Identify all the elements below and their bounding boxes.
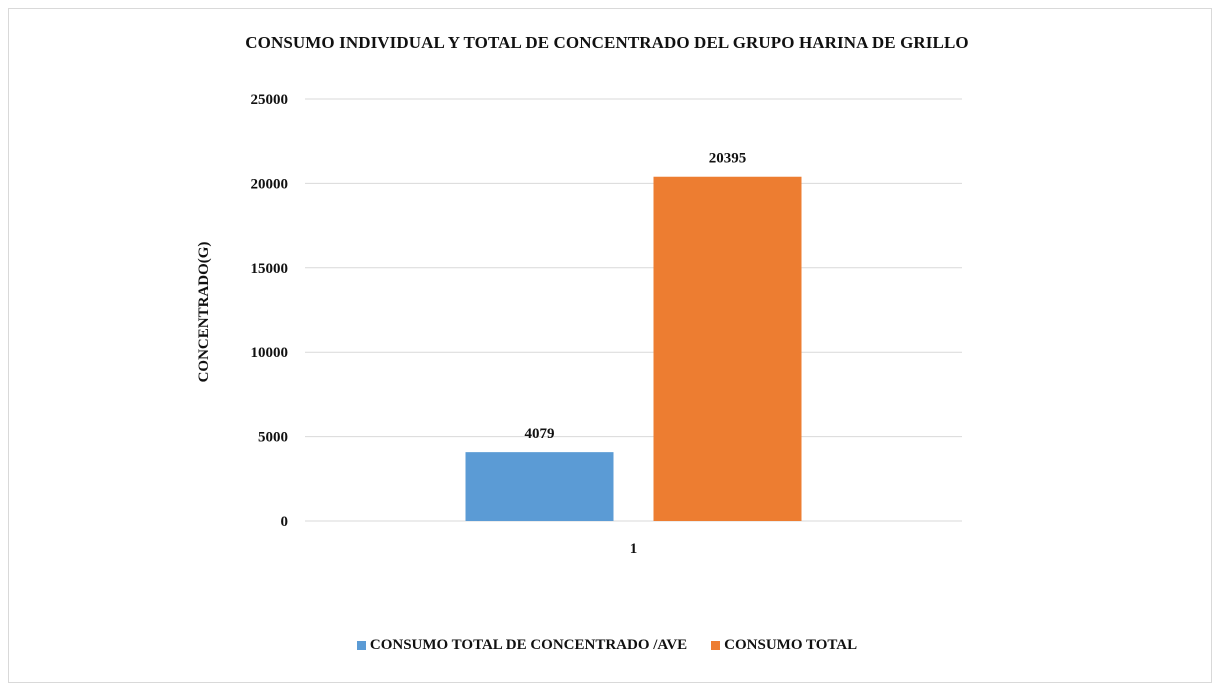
chart-title: CONSUMO INDIVIDUAL Y TOTAL DE CONCENTRAD…	[245, 33, 969, 52]
y-tick-label: 25000	[251, 92, 289, 108]
bar	[653, 176, 802, 521]
y-tick-label: 15000	[251, 261, 289, 277]
legend-item: CONSUMO TOTAL	[711, 637, 857, 654]
bar	[465, 452, 614, 521]
data-label: 4079	[525, 426, 555, 442]
data-label: 20395	[709, 151, 747, 167]
legend-swatch	[356, 641, 366, 650]
y-tick-label: 5000	[258, 430, 288, 446]
legend: CONSUMO TOTAL DE CONCENTRADO /AVE CONSUMO…	[0, 637, 1214, 654]
plot-area: 0 5000 10000 15000 20000 25000 4079 20395 1 CONC…	[196, 92, 962, 557]
y-tick-label: 10000	[251, 345, 289, 361]
legend-swatch	[711, 641, 721, 650]
legend-label: CONSUMO TOTAL DE CONCENTRADO /AVE	[369, 637, 688, 653]
y-tick-label: 20000	[251, 176, 289, 192]
legend-item: CONSUMO TOTAL DE CONCENTRADO /AVE	[356, 637, 688, 654]
y-axis-label: CONCENTRADO(G)	[196, 242, 212, 383]
x-tick-label: 1	[630, 541, 638, 557]
y-tick-label: 0	[281, 514, 289, 530]
chart-frame	[8, 8, 1212, 683]
legend-label: CONSUMO TOTAL	[724, 637, 858, 653]
